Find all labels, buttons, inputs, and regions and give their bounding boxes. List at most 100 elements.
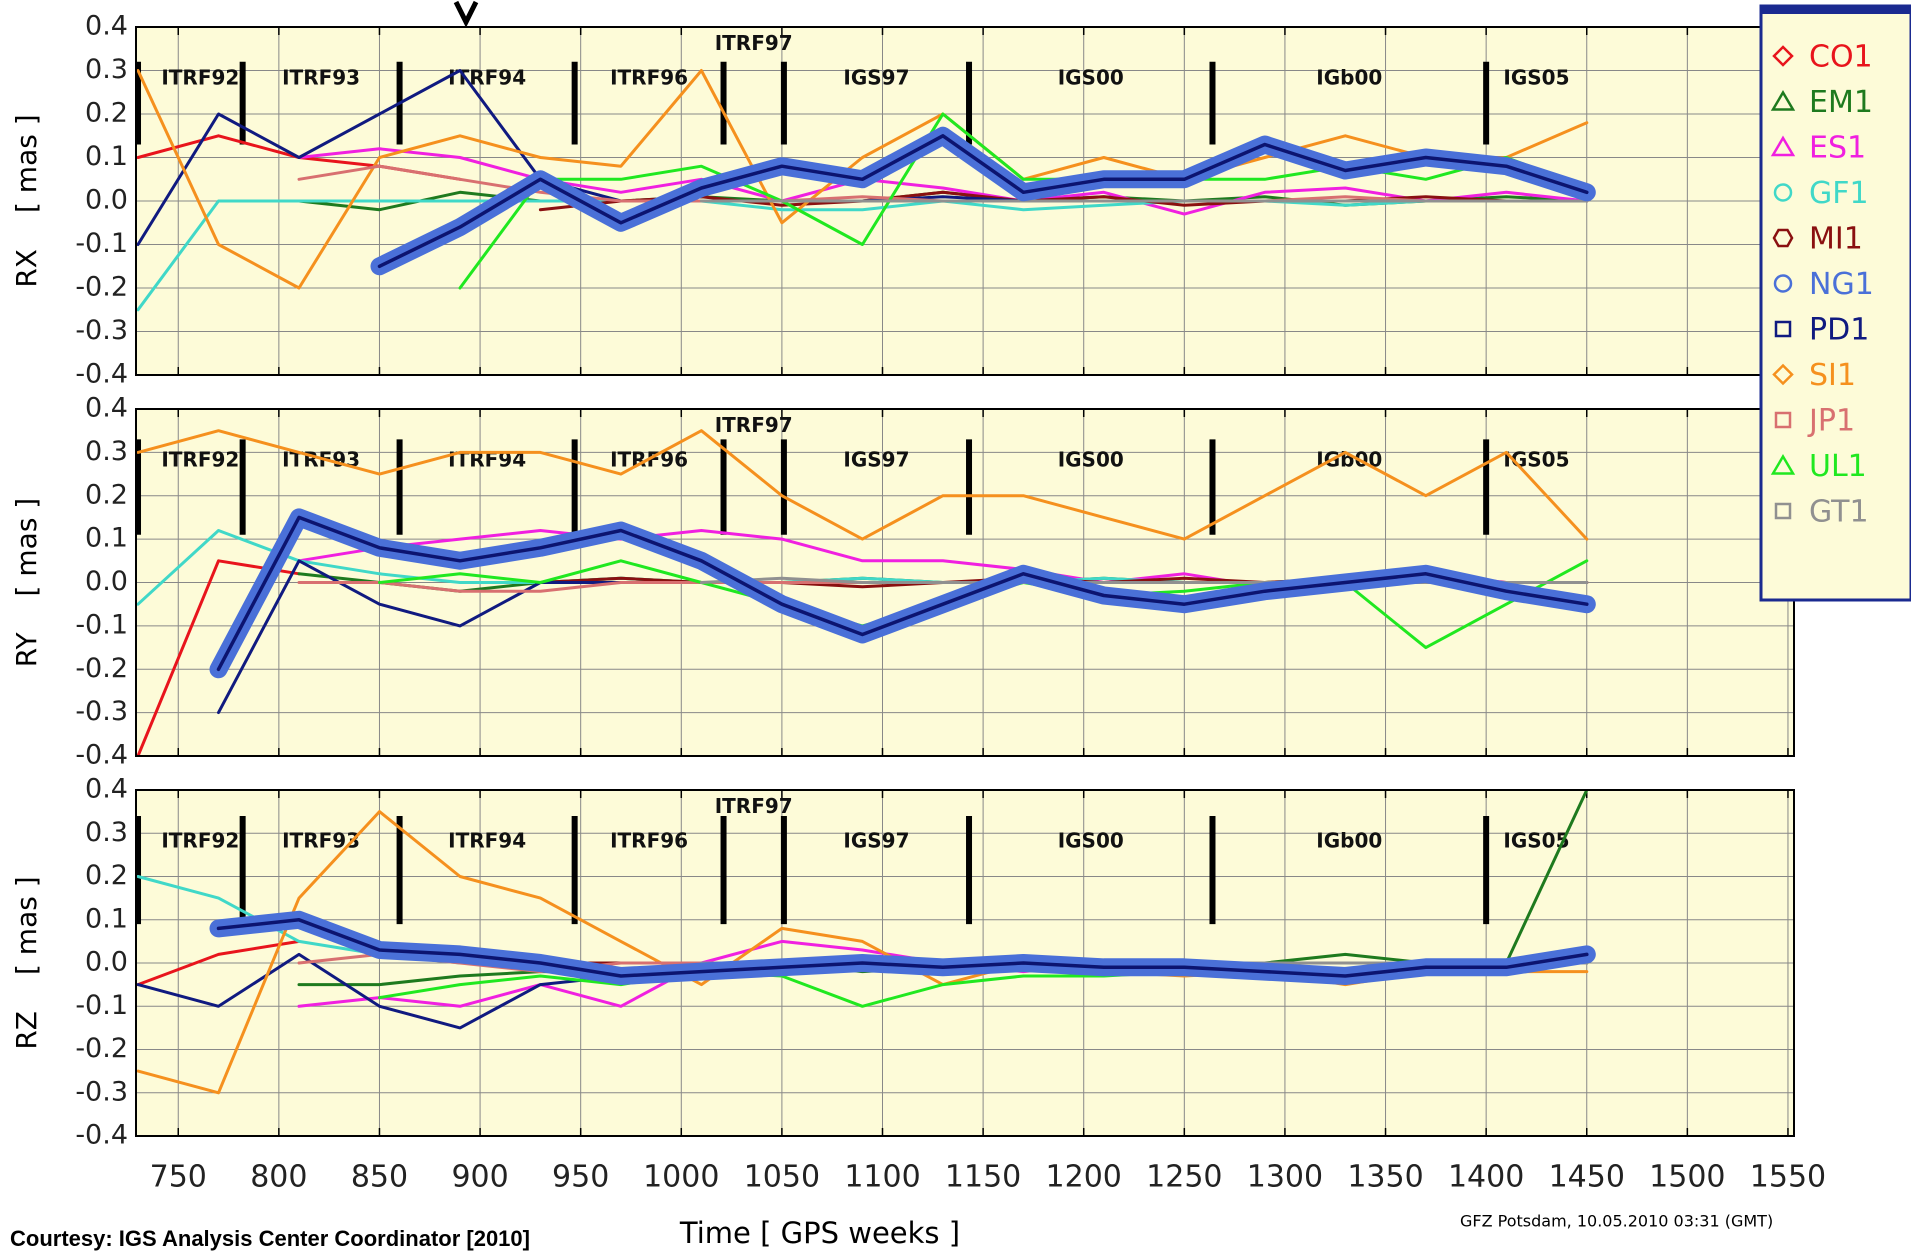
- frame-label: IGS05: [1503, 66, 1569, 90]
- x-tick-label: 1500: [1649, 1160, 1725, 1195]
- y-tick-label: -0.2: [75, 1033, 128, 1064]
- legend-label: GF1: [1809, 176, 1869, 211]
- legend-label: EM1: [1809, 85, 1873, 120]
- y-tick-label: 0.4: [85, 11, 128, 42]
- legend-label: UL1: [1809, 449, 1867, 484]
- frame-label: ITRF93: [282, 828, 360, 852]
- y-tick-label: -0.1: [75, 228, 128, 259]
- series-line: [136, 429, 1589, 541]
- series-line: [136, 69, 1589, 290]
- y-tick-label: 0.1: [85, 141, 128, 172]
- x-tick-label: 1550: [1750, 1160, 1826, 1195]
- y-tick-label: 0.0: [85, 566, 128, 597]
- frame-label: IGb00: [1316, 66, 1382, 90]
- series-line: [136, 199, 1589, 312]
- x-tick-label: 1150: [945, 1160, 1021, 1195]
- legend-marker: [1772, 228, 1794, 248]
- y-tick-label: -0.2: [75, 653, 128, 684]
- frame-label: ITRF94: [448, 828, 526, 852]
- frame-label: ITRF96: [610, 66, 688, 90]
- x-tick-label: 1300: [1247, 1160, 1323, 1195]
- legend-label: GT1: [1809, 495, 1869, 530]
- frame-label: ITRF97: [715, 794, 793, 818]
- y-tick-label: -0.4: [75, 359, 128, 390]
- frame-label: ITRF97: [715, 413, 793, 437]
- highlight-core: [377, 134, 1589, 269]
- y-tick-label: 0.4: [85, 774, 128, 805]
- x-tick-label: 1000: [643, 1160, 719, 1195]
- x-tick-label: 1100: [844, 1160, 920, 1195]
- series-line: [458, 112, 1589, 290]
- y-tick-label: -0.3: [75, 1076, 128, 1107]
- y-tick-label: 0.2: [85, 479, 128, 510]
- y-axis-label: RX [ mas ]: [10, 114, 43, 287]
- y-axis-label: RY [ mas ]: [10, 498, 43, 667]
- legend-marker: [1774, 411, 1792, 429]
- y-axis-name: RY: [10, 632, 43, 668]
- legend-marker: [1772, 363, 1794, 386]
- x-tick-label: 1450: [1549, 1160, 1625, 1195]
- x-tick-label: 900: [451, 1160, 508, 1195]
- x-tick-label: 750: [150, 1160, 207, 1195]
- x-tick-label: 850: [351, 1160, 408, 1195]
- frame-label: ITRF92: [161, 448, 239, 472]
- footer-left: Courtesy: IGS Analysis Center Coordinato…: [10, 1226, 530, 1251]
- legend-marker: [1774, 502, 1792, 520]
- legend-marker: [1774, 320, 1792, 338]
- footer-right: GFZ Potsdam, 10.05.2010 03:31 (GMT): [1460, 1212, 1773, 1231]
- y-tick-label: 0.3: [85, 817, 128, 848]
- legend-box: [1759, 4, 1911, 602]
- y-tick-label: 0.0: [85, 947, 128, 978]
- x-tick-label: 950: [552, 1160, 609, 1195]
- y-tick-label: 0.1: [85, 903, 128, 934]
- y-tick-label: 0.2: [85, 860, 128, 891]
- y-tick-label: 0.3: [85, 436, 128, 467]
- frame-label: IGb00: [1316, 828, 1382, 852]
- legend-marker: [1772, 45, 1794, 67]
- y-axis-unit: [ mas ]: [10, 498, 43, 597]
- legend-label: MI1: [1809, 222, 1863, 257]
- legend-label: PD1: [1809, 313, 1869, 348]
- x-tick-label: 800: [250, 1160, 307, 1195]
- frame-label: ITRF96: [610, 828, 688, 852]
- series-line: [136, 939, 301, 987]
- frame-label: IGS97: [843, 66, 909, 90]
- panel-frame: [135, 789, 1795, 1137]
- frame-label: ITRF93: [282, 66, 360, 90]
- x-tick-label: 1250: [1146, 1160, 1222, 1195]
- y-tick-label: -0.4: [75, 740, 128, 771]
- x-axis-label: Time [ GPS weeks ]: [679, 1216, 960, 1250]
- legend-label: CO1: [1809, 40, 1873, 75]
- highlight-core: [216, 918, 1589, 978]
- frame-label: IGS97: [843, 828, 909, 852]
- y-tick-label: 0.0: [85, 185, 128, 216]
- y-tick-label: 0.2: [85, 98, 128, 129]
- legend-marker: [1770, 454, 1796, 475]
- legend-label: ES1: [1809, 131, 1866, 166]
- y-axis-name: RX: [10, 249, 43, 288]
- frame-label: ITRF92: [161, 828, 239, 852]
- x-tick-label: 1400: [1448, 1160, 1524, 1195]
- frame-label: ITRF92: [161, 66, 239, 90]
- series-line: [538, 190, 1589, 212]
- legend-marker: [1773, 274, 1793, 293]
- y-axis-unit: [ mas ]: [10, 876, 43, 975]
- highlight-core: [216, 515, 1589, 672]
- x-tick-label: 1050: [744, 1160, 820, 1195]
- y-tick-label: -0.4: [75, 1120, 128, 1151]
- frame-label: ITRF97: [715, 31, 793, 55]
- x-tick-label: 1200: [1046, 1160, 1122, 1195]
- frame-label: IGS00: [1058, 66, 1124, 90]
- frame-label: IGS00: [1058, 448, 1124, 472]
- y-tick-label: -0.3: [75, 315, 128, 346]
- y-axis-label: RZ [ mas ]: [10, 876, 43, 1049]
- series-line: [297, 147, 1589, 216]
- legend-label: NG1: [1809, 267, 1874, 302]
- frame-label: IGS00: [1058, 828, 1124, 852]
- y-tick-label: -0.1: [75, 609, 128, 640]
- y-tick-label: 0.1: [85, 523, 128, 554]
- series-line: [136, 952, 623, 1030]
- legend-marker: [1773, 183, 1793, 202]
- arrow: [453, 0, 479, 28]
